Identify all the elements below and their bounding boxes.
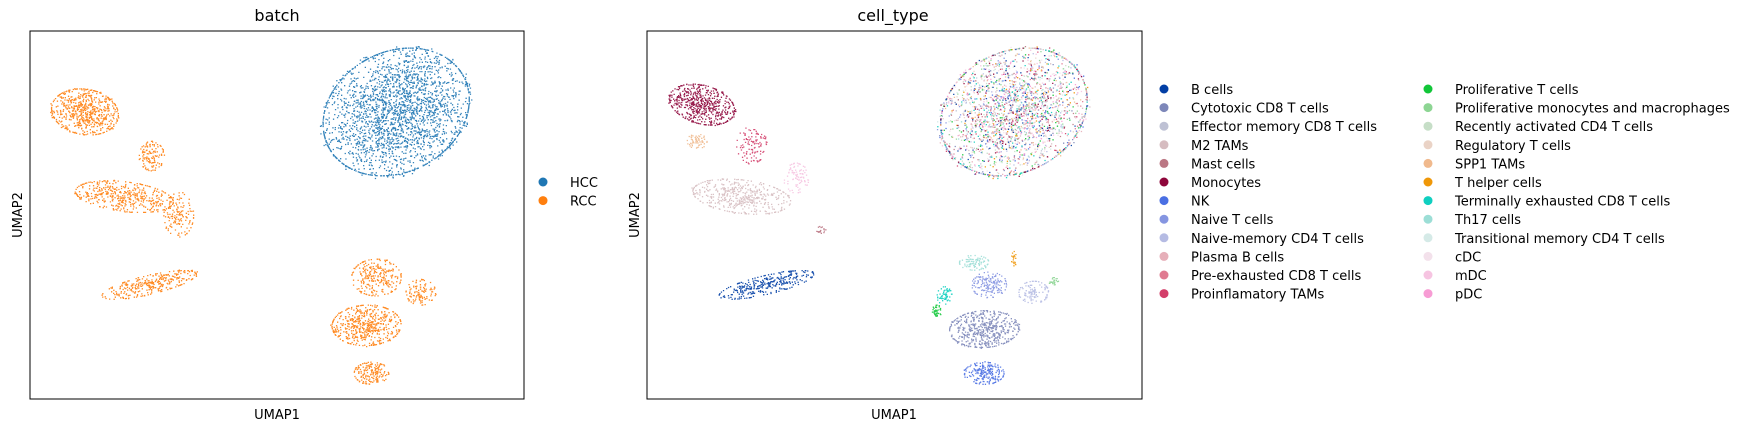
legend-label-1-9: Plasma B cells [1191, 250, 1284, 265]
cluster-1-0-points-13 [940, 47, 1088, 178]
legend-marker-1-22 [1423, 270, 1433, 280]
legend-label-1-18: Terminally exhausted CD8 T cells [1454, 195, 1670, 210]
cluster-1-2-points-0 [686, 133, 708, 149]
batch-title: batch [254, 6, 299, 25]
cluster-1-5-points-0 [691, 178, 792, 215]
legend-marker-1-14 [1423, 121, 1433, 131]
batch-scatter-points [50, 46, 473, 385]
legend-label-1-14: Recently activated CD4 T cells [1455, 120, 1653, 135]
cluster-0-5-points-0 [101, 269, 198, 300]
cluster-1-16-points-0 [1048, 276, 1060, 286]
cluster-0-0-points-0 [319, 46, 473, 180]
legend-label-1-22: mDC [1455, 269, 1487, 284]
legend-marker-1-7 [1159, 214, 1169, 224]
legend-label-1-17: T helper cells [1454, 176, 1542, 191]
legend-label-1-19: Th17 cells [1454, 213, 1521, 228]
batch-panel: batch UMAP1 UMAP2 HCC RCC [11, 6, 598, 423]
legend-marker-1-4 [1159, 158, 1169, 168]
legend-label-0-0: HCC [570, 176, 598, 191]
cluster-0-3-points-0 [138, 140, 166, 172]
cluster-1-13-points-0 [931, 304, 942, 317]
cell-type-legend: B cells Cytotoxic CD8 T cells Effector mem… [1159, 83, 1730, 303]
cluster-0-8-points-0 [405, 278, 437, 306]
cluster-1-3-points-0 [736, 127, 768, 165]
legend-marker-1-17 [1423, 177, 1433, 187]
legend-marker-1-19 [1423, 214, 1433, 224]
legend-label-1-13: Proliferative monocytes and macrophages [1455, 102, 1730, 117]
cluster-1-0-points-22 [940, 47, 1088, 177]
legend-label-1-7: Naive T cells [1191, 213, 1274, 228]
cluster-0-7-points-0 [351, 258, 402, 297]
cell-type-title: cell_type [857, 6, 928, 26]
cluster-1-10-points-0 [1018, 280, 1050, 304]
legend-label-1-15: Regulatory T cells [1455, 139, 1571, 154]
legend-marker-1-15 [1423, 140, 1433, 150]
cluster-1-1-points-0 [668, 83, 737, 127]
legend-marker-0-1 [538, 196, 548, 206]
cluster-0-2-points-0 [74, 179, 174, 214]
legend-marker-1-18 [1423, 196, 1433, 206]
cluster-1-8-points-0 [949, 309, 1021, 350]
legend-marker-1-16 [1423, 158, 1433, 168]
legend-marker-1-1 [1159, 103, 1169, 113]
legend-label-1-6: NK [1191, 195, 1210, 210]
legend-marker-1-2 [1159, 121, 1169, 131]
legend-marker-1-12 [1423, 84, 1433, 94]
cell-type-xlabel: UMAP1 [871, 408, 917, 423]
legend-label-1-2: Effector memory CD8 T cells [1191, 120, 1377, 135]
legend-label-1-11: Proinflamatory TAMs [1191, 288, 1325, 303]
batch-legend: HCC RCC [538, 176, 598, 210]
cell-type-ylabel: UMAP2 [628, 192, 643, 238]
cluster-1-7-points-0 [718, 269, 815, 300]
batch-axes-frame [29, 30, 525, 400]
cluster-0-4-points-0 [163, 192, 195, 238]
cell-type-axes-frame [646, 30, 1143, 400]
legend-label-1-10: Pre-exhausted CD8 T cells [1191, 269, 1361, 284]
cluster-1-0-points-23 [941, 52, 1085, 177]
cluster-1-14-points-0 [963, 361, 1005, 385]
legend-marker-1-6 [1159, 196, 1169, 206]
cluster-1-0-points-18 [937, 49, 1088, 180]
cluster-1-15-points-0 [1011, 250, 1017, 267]
cluster-1-4-points-0 [783, 162, 810, 194]
legend-label-1-1: Cytotoxic CD8 T cells [1191, 102, 1329, 117]
cluster-1-0-points-16 [945, 47, 1091, 177]
legend-label-1-0: B cells [1191, 83, 1233, 98]
legend-marker-1-0 [1159, 84, 1169, 94]
cell-type-scatter-points [668, 45, 1091, 385]
legend-label-1-8: Naive-memory CD4 T cells [1191, 232, 1364, 247]
legend-label-1-20: Transitional memory CD4 T cells [1454, 232, 1665, 247]
legend-label-1-23: pDC [1455, 288, 1482, 303]
cluster-1-11-points-0 [958, 254, 990, 271]
cluster-0-1-points-0 [50, 88, 120, 136]
cell-type-panel: cell_type UMAP1 UMAP2 B cells Cytotoxic C… [628, 6, 1730, 423]
legend-marker-1-3 [1159, 140, 1169, 150]
legend-label-1-16: SPP1 TAMs [1455, 157, 1525, 172]
cluster-0-9-points-0 [353, 361, 390, 385]
legend-marker-1-23 [1423, 289, 1433, 299]
legend-label-1-12: Proliferative T cells [1455, 83, 1579, 98]
legend-marker-1-13 [1423, 103, 1433, 113]
batch-ylabel: UMAP2 [11, 192, 26, 238]
legend-label-0-1: RCC [570, 195, 597, 210]
legend-marker-1-8 [1159, 233, 1169, 243]
cluster-1-0-points-17 [940, 47, 1087, 174]
legend-marker-1-20 [1423, 233, 1433, 243]
legend-marker-1-11 [1159, 289, 1169, 299]
legend-marker-1-9 [1159, 251, 1169, 261]
legend-marker-1-10 [1159, 270, 1169, 280]
legend-marker-1-21 [1423, 251, 1433, 261]
cluster-1-12-points-0 [936, 286, 953, 305]
legend-label-1-21: cDC [1455, 250, 1481, 265]
legend-label-1-4: Mast cells [1191, 157, 1256, 172]
legend-label-1-3: M2 TAMs [1191, 139, 1249, 154]
legend-label-1-5: Monocytes [1191, 176, 1261, 191]
batch-xlabel: UMAP1 [254, 408, 300, 423]
cluster-0-6-points-0 [330, 304, 402, 348]
legend-marker-0-0 [538, 177, 548, 187]
cluster-1-6-points-0 [816, 225, 827, 234]
cluster-1-9-points-0 [971, 271, 1008, 299]
legend-marker-1-5 [1159, 177, 1169, 187]
